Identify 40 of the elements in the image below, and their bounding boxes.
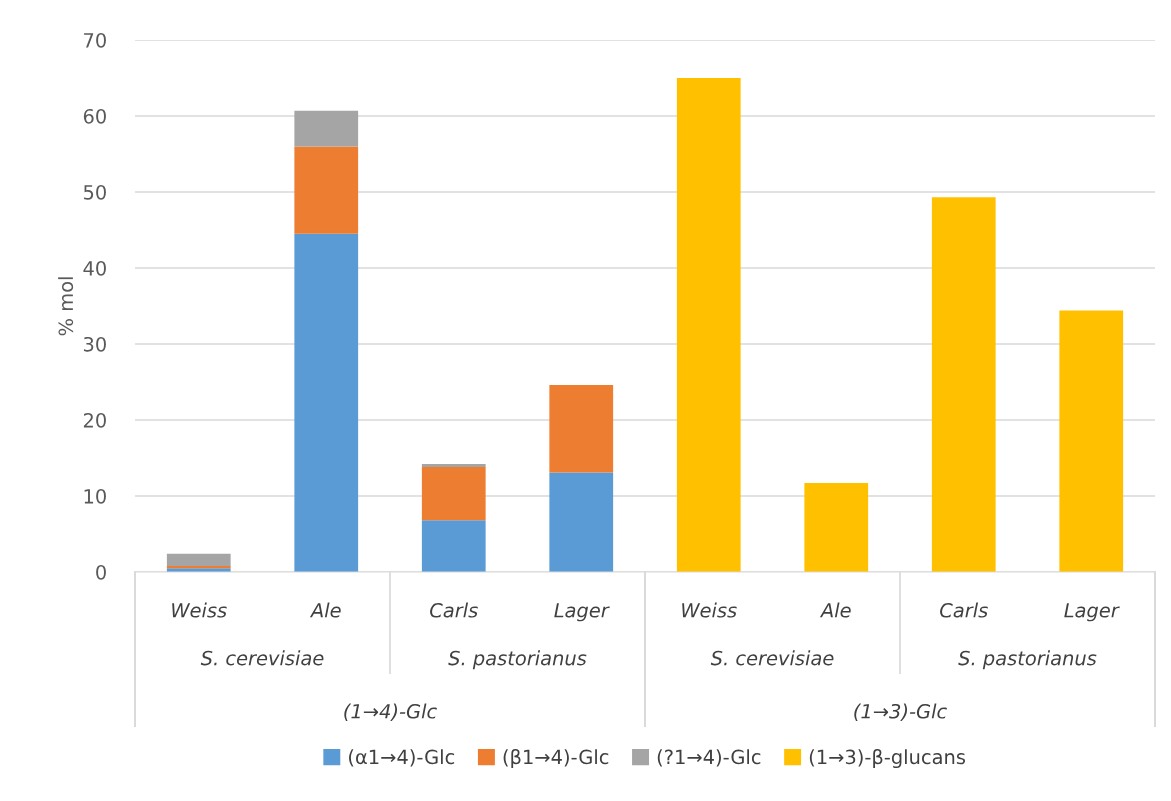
bar (421, 467, 486, 521)
legend-label: (α1→4)-Glc (349, 749, 455, 767)
text: (1→4)-Glc (344, 703, 437, 721)
text: S. pastorianus (958, 650, 1097, 670)
y-tick-label: 20 (83, 412, 106, 428)
bar (294, 233, 359, 572)
y-axis-title: % mol (58, 277, 74, 336)
legend-label: (β1→4)-Glc (503, 749, 609, 769)
y-tick-label: 60 (83, 108, 106, 124)
x-tick-label: Weiss (172, 602, 227, 618)
x-tick-label: Carls (430, 602, 478, 618)
x-tick-label: Ale (309, 602, 341, 618)
y-tick-label: 70 (84, 32, 106, 48)
y-tick-label: 40 (83, 260, 106, 276)
x-tick-label: Lager (554, 603, 610, 622)
legend-label: (1→3)-β-glucans (809, 749, 966, 769)
bar (166, 553, 231, 566)
bar (549, 472, 614, 572)
x-tick-label: Carls (940, 602, 988, 618)
text: S. cerevisiae (710, 650, 834, 666)
y-tick-label: 50 (83, 184, 106, 200)
bar (549, 385, 614, 473)
bar (421, 464, 486, 468)
text: S. cerevisiae (200, 650, 324, 666)
x-tick-label: Lager (1064, 603, 1120, 622)
bar (294, 146, 359, 234)
x-tick-label: Ale (819, 602, 851, 618)
y-tick-label: 0 (96, 564, 106, 580)
x-tick-label: Weiss (682, 602, 737, 618)
y-tick-label: 10 (84, 488, 106, 504)
text: (1→3)-Glc (854, 703, 947, 721)
bar (804, 483, 869, 572)
bar (931, 197, 996, 572)
bar (421, 520, 486, 572)
legend-label: (?1→4)-Glc (657, 749, 761, 767)
text: S. pastorianus (448, 650, 587, 670)
y-tick-label: 30 (83, 336, 106, 352)
bar (294, 110, 359, 147)
bar (676, 78, 741, 572)
bar (1059, 310, 1124, 572)
